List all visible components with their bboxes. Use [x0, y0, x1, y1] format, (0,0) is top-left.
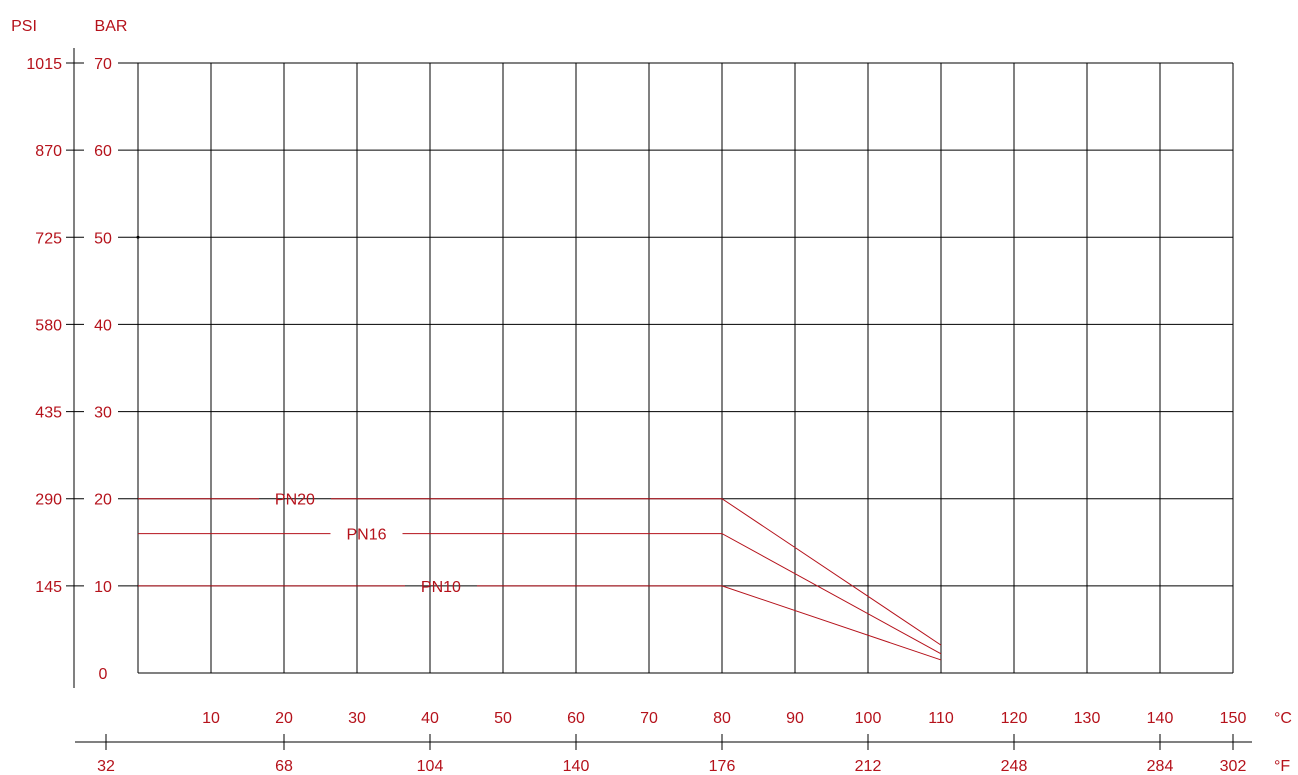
celsius-tick-label: 150 — [1220, 710, 1247, 727]
labels: 0 10 20 30 40 50 60 70 145 290 435 580 725 870 1015 10 2… — [26, 56, 1246, 775]
celsius-tick-label: 50 — [494, 710, 512, 727]
fahrenheit-tick-label: 212 — [855, 758, 882, 775]
psi-tick-label: 870 — [35, 143, 62, 160]
celsius-tick-label: 60 — [567, 710, 585, 727]
fahrenheit-tick-label: 176 — [709, 758, 736, 775]
celsius-tick-label: 90 — [786, 710, 804, 727]
axes — [66, 48, 1252, 750]
series-line-pn10 — [476, 585, 942, 661]
celsius-tick-label: 20 — [275, 710, 293, 727]
fahrenheit-tick-label: 140 — [563, 758, 590, 775]
psi-tick-label: 725 — [35, 230, 62, 247]
psi-tick-label: 290 — [35, 492, 62, 509]
fahrenheit-tick-label: 302 — [1220, 758, 1247, 775]
bar-tick-label: 50 — [94, 230, 112, 247]
fahrenheit-tick-label: 32 — [97, 758, 115, 775]
fahrenheit-tick-label: 248 — [1001, 758, 1028, 775]
celsius-tick-label: 40 — [421, 710, 439, 727]
axis-dot — [136, 235, 140, 239]
psi-tick-label: 435 — [35, 405, 62, 422]
celsius-tick-label: 30 — [348, 710, 366, 727]
bar-tick-label: 0 — [99, 666, 108, 683]
celsius-tick-label: 140 — [1147, 710, 1174, 727]
celsius-tick-label: 100 — [855, 710, 882, 727]
celsius-tick-label: 110 — [928, 710, 954, 727]
bar-tick-label: 10 — [94, 579, 112, 596]
bar-tick-label: 70 — [94, 56, 112, 73]
fahrenheit-tick-label: 68 — [275, 758, 293, 775]
series-lines — [138, 498, 942, 661]
celsius-tick-label: 120 — [1001, 710, 1028, 727]
celsius-tick-label: 130 — [1074, 710, 1101, 727]
series-label-pn10: PN10 — [421, 579, 461, 596]
bar-tick-label: 30 — [94, 405, 112, 422]
psi-tick-label: 580 — [35, 317, 62, 334]
bar-tick-label: 20 — [94, 492, 112, 509]
series-label-pn20: PN20 — [275, 492, 315, 509]
series-line-pn16 — [402, 533, 942, 655]
celsius-tick-label: 70 — [640, 710, 658, 727]
fahrenheit-tick-label: 284 — [1147, 758, 1174, 775]
series-label-pn16: PN16 — [346, 527, 386, 544]
bar-tick-label: 40 — [94, 317, 112, 334]
celsius-tick-label: 10 — [202, 710, 220, 727]
bar-tick-label: 60 — [94, 143, 112, 160]
series-line-pn20 — [330, 498, 942, 646]
celsius-tick-label: 80 — [713, 710, 731, 727]
psi-tick-label: 145 — [35, 579, 62, 596]
psi-tick-label: 1015 — [26, 56, 62, 73]
bar-unit-label: BAR — [95, 18, 128, 35]
fahrenheit-tick-label: 104 — [417, 758, 444, 775]
grid — [118, 62, 1234, 674]
celsius-unit-label: °C — [1274, 710, 1292, 727]
psi-unit-label: PSI — [11, 18, 37, 35]
fahrenheit-unit-label: °F — [1274, 758, 1290, 775]
